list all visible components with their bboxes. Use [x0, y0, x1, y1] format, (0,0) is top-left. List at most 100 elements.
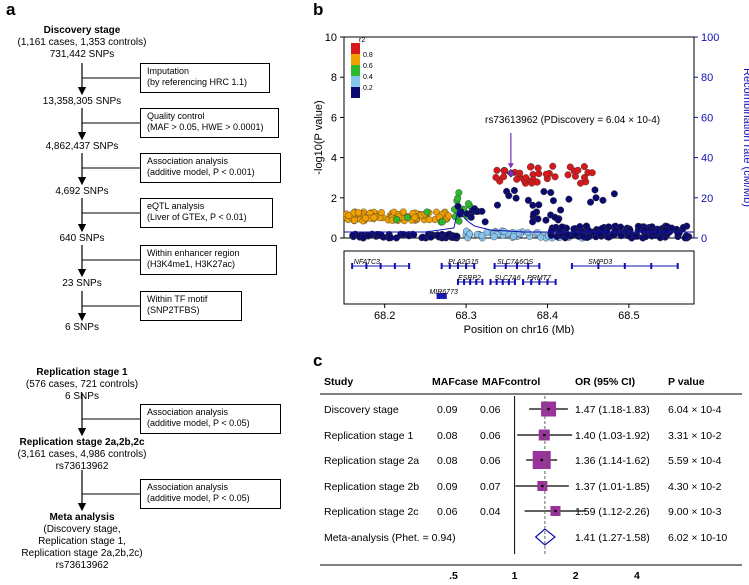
snp-point: [533, 229, 541, 237]
y2-tick-label: 40: [701, 153, 713, 165]
snp-point: [490, 233, 498, 241]
legend-title: r2: [359, 37, 365, 44]
maf-control-value: 0.06: [480, 404, 501, 416]
snp-point: [361, 214, 369, 222]
or-point: [542, 433, 546, 437]
panel-label-c: c: [313, 351, 323, 370]
flow-box-line: (additive model, P < 0.05): [147, 418, 250, 428]
meta-or-ci-text: 1.41 (1.27-1.58): [575, 532, 650, 544]
gene-exon: [393, 263, 396, 269]
gene-label: NFATC3: [354, 259, 380, 266]
snp-point: [529, 201, 537, 209]
snp-point: [557, 206, 565, 214]
maf-control-value: 0.06: [480, 455, 501, 467]
flow-filter-box: eQTL analysis (Liver of GTEx, P < 0.01): [140, 198, 273, 228]
flow-stage-line: Replication stage 2a,2b,2c): [21, 548, 143, 559]
flow-filter-box: Association analysis (additive model, P <…: [140, 153, 281, 183]
snp-point: [492, 173, 500, 181]
snp-point: [566, 163, 574, 171]
snp-point: [564, 171, 572, 179]
gene-label: PLA2G15: [448, 259, 478, 266]
gene-exon: [456, 263, 459, 269]
recombination-rate-line: [344, 208, 694, 233]
flow-filter-box: Within TF motif (SNP2TFBS): [140, 291, 242, 321]
x-tick-label: 68.2: [374, 310, 395, 322]
y2-tick-label: 60: [701, 112, 713, 124]
gene-exon: [676, 263, 679, 269]
y-tick-label: 10: [325, 32, 337, 44]
gene-exon: [448, 263, 451, 269]
gene-exon: [469, 279, 472, 285]
flow-box-line: (H3K4me1, H3K27ac): [147, 259, 236, 269]
snp-point: [534, 215, 542, 223]
maf-case-value: 0.09: [437, 481, 458, 493]
gene-exon: [493, 263, 496, 269]
or-point: [540, 458, 544, 462]
flow-box-line: eQTL analysis: [147, 201, 205, 211]
snp-point: [679, 223, 687, 231]
snp-point: [411, 213, 419, 221]
flow-stage-title: Meta analysis: [49, 512, 115, 523]
meta-p-value-text: 6.02 × 10-10: [668, 532, 727, 544]
lead-snp-marker: [506, 168, 516, 178]
snp-point: [581, 173, 589, 181]
legend-tick: 0.2: [363, 85, 373, 92]
y-tick-label: 8: [331, 72, 337, 84]
study-name: Replication stage 2a: [324, 455, 419, 467]
gene-exon: [365, 263, 368, 269]
snp-point: [445, 212, 453, 220]
gene-exon: [436, 293, 439, 299]
or-ci-text: 1.40 (1.03-1.92): [575, 430, 650, 442]
snp-point: [471, 205, 479, 213]
gene-exon: [623, 263, 626, 269]
gene-exon: [440, 293, 443, 299]
snp-point: [533, 178, 541, 186]
p-value-text: 6.04 × 10-4: [668, 404, 722, 416]
snp-point: [609, 231, 617, 239]
flow-stage: Discovery stage (1,161 cases, 1,353 contr…: [0, 25, 182, 61]
gene-exon: [650, 263, 653, 269]
flow-stage: 23 SNPs: [0, 278, 182, 290]
snp-point: [410, 231, 418, 239]
gene-exon: [554, 279, 557, 285]
snp-point: [513, 175, 521, 183]
snp-point: [598, 225, 606, 233]
y-tick-label: 0: [331, 233, 337, 245]
gene-label: MIR6773: [429, 289, 458, 296]
snp-point: [349, 231, 357, 239]
or-point: [541, 484, 544, 488]
header-maf-case: MAFcase: [432, 376, 478, 388]
forest-axis-tick: 1: [512, 570, 518, 582]
snp-point: [529, 218, 537, 226]
flow-stage: 640 SNPs: [0, 233, 182, 245]
gene-exon: [444, 293, 447, 299]
snp-point: [599, 196, 607, 204]
legend-swatch: [351, 54, 360, 65]
flow-stage-line: 4,862,437 SNPs: [45, 141, 119, 152]
x-axis-label: Position on chr16 (Mb): [464, 324, 575, 335]
flow-stage: Replication stage 2a,2b,2c (3,161 cases, …: [0, 437, 182, 473]
snp-point: [547, 227, 555, 235]
snp-point: [427, 233, 435, 241]
flow-box-line: Association analysis: [147, 156, 229, 166]
flow-connectors: [77, 63, 140, 512]
gene-exon: [442, 293, 445, 299]
snp-point: [592, 194, 600, 202]
snp-point: [377, 231, 385, 239]
snp-point: [493, 166, 501, 174]
snp-point: [423, 208, 431, 216]
snp-point: [524, 196, 532, 204]
forest-axis-tick: 4: [634, 570, 640, 582]
y2-tick-label: 0: [701, 233, 707, 245]
legend-swatch: [351, 43, 360, 54]
or-point: [554, 509, 557, 513]
snp-point: [617, 232, 625, 240]
snp-point: [542, 216, 550, 224]
meta-study-name: Meta-analysis (Phet. = 0.94): [324, 532, 456, 544]
maf-control-value: 0.04: [480, 506, 501, 518]
snp-point: [551, 213, 559, 221]
snp-point: [535, 201, 543, 209]
snp-point: [419, 233, 427, 241]
snp-point: [656, 234, 664, 242]
snp-point: [512, 194, 520, 202]
